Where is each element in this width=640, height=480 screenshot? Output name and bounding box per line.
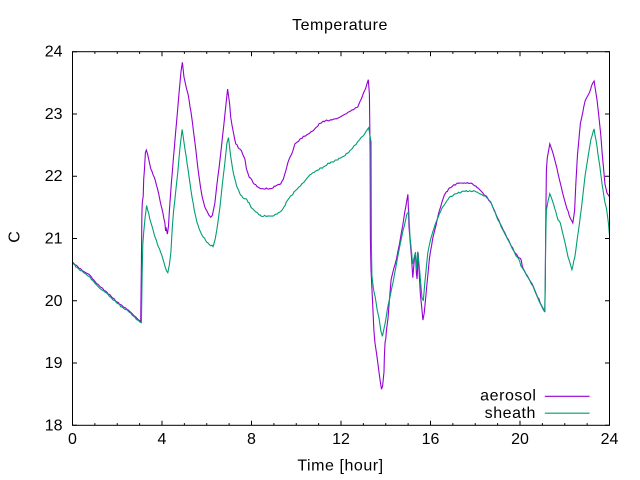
svg-text:19: 19: [45, 355, 63, 372]
svg-text:18: 18: [45, 417, 63, 434]
svg-text:Temperature: Temperature: [292, 17, 388, 34]
svg-text:20: 20: [45, 293, 63, 310]
svg-text:4: 4: [158, 431, 167, 448]
svg-text:16: 16: [422, 431, 440, 448]
svg-text:23: 23: [45, 106, 63, 123]
svg-text:21: 21: [45, 231, 63, 248]
svg-text:24: 24: [601, 431, 619, 448]
svg-text:0: 0: [68, 431, 77, 448]
svg-text:8: 8: [247, 431, 256, 448]
svg-text:22: 22: [45, 168, 63, 185]
svg-text:aerosol: aerosol: [480, 388, 536, 405]
svg-text:20: 20: [511, 431, 529, 448]
svg-text:Time [hour]: Time [hour]: [297, 458, 383, 475]
svg-text:C: C: [7, 231, 24, 243]
svg-text:sheath: sheath: [485, 405, 536, 422]
svg-text:24: 24: [45, 44, 63, 61]
svg-text:12: 12: [332, 431, 350, 448]
